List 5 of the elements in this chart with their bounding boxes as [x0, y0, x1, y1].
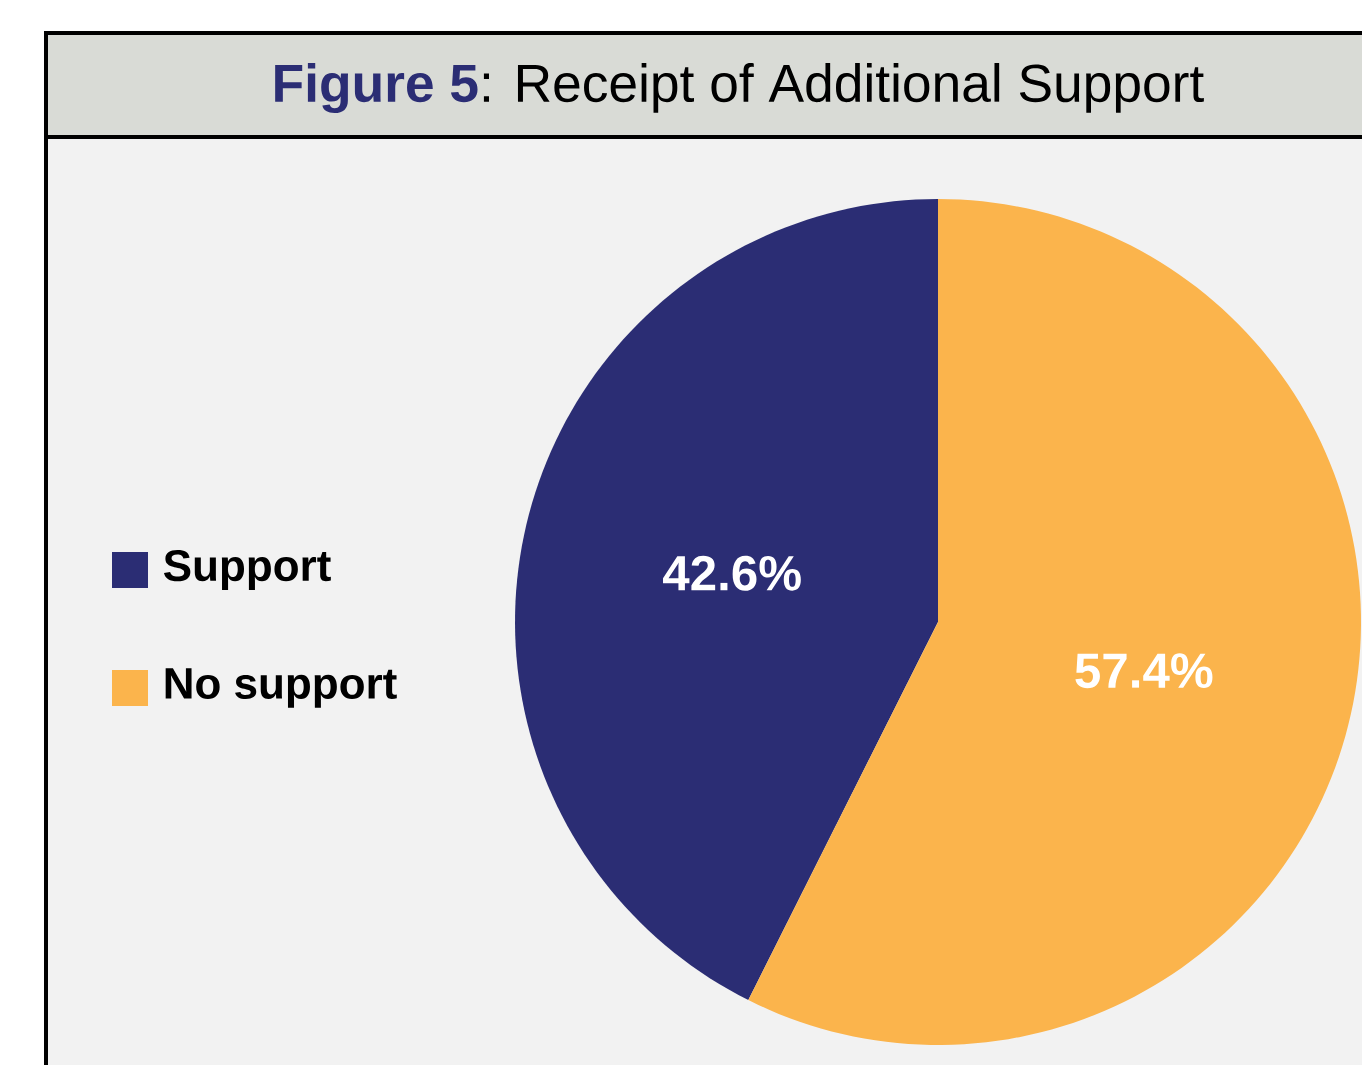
legend-label: No support: [165, 668, 397, 708]
data-label: 42.6%: [663, 555, 801, 591]
legend-label: Support: [163, 550, 331, 590]
chart-title: Figure 5: Receipt of Additional Support: [275, 63, 1204, 113]
data-label: 57.4%: [1075, 653, 1213, 689]
